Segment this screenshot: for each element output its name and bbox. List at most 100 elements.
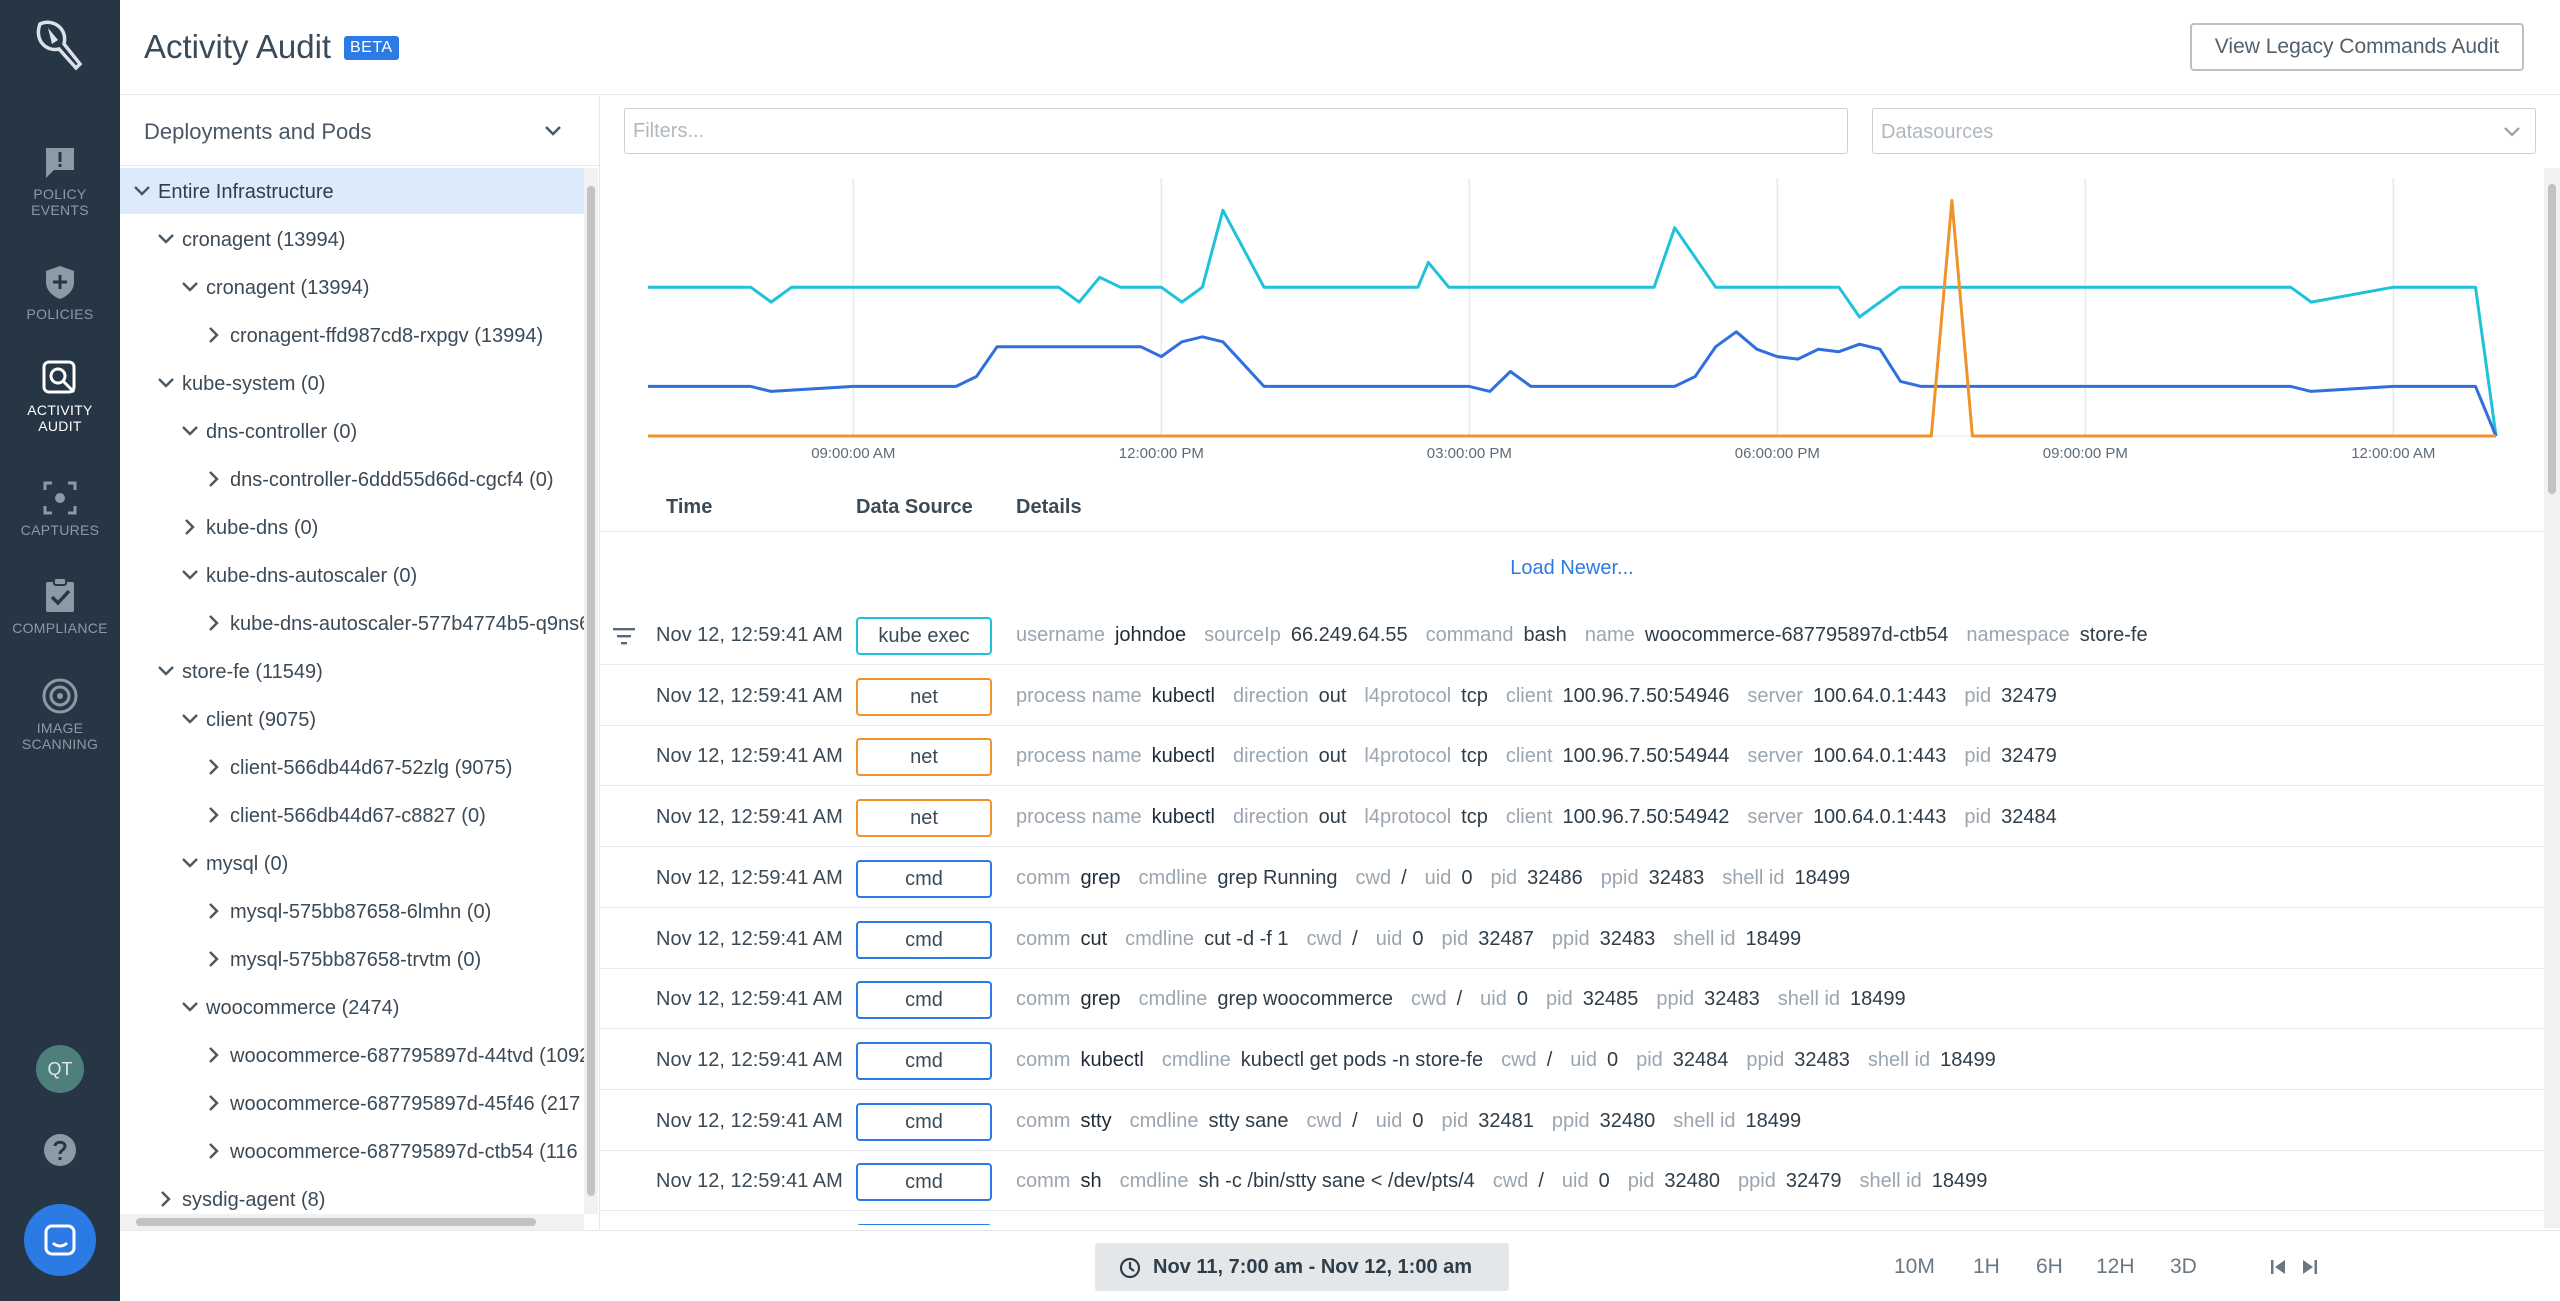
detail-value[interactable]: / [1401,867,1407,889]
chevron-down-icon[interactable] [156,661,176,681]
detail-value[interactable]: 100.96.7.50:54944 [1562,745,1730,767]
datasources-select[interactable]: Datasources [1872,108,2536,154]
table-row[interactable]: Nov 12, 12:59:41 AM kube exec username john… [600,605,2544,665]
filter-lines-icon[interactable] [612,625,636,647]
table-row[interactable]: Nov 12, 12:59:41 AM cmd comm grep cmdline gre… [600,848,2544,908]
tree-row[interactable]: Entire Infrastructure [120,168,586,214]
detail-value[interactable]: johndoe [1114,624,1187,646]
activity-chart-svg[interactable]: 09:00:00 AM 12:00:00 PM 03:00:00 PM 06:00:0… [600,168,2544,478]
chevron-down-icon[interactable] [156,229,176,249]
chevron-right-icon[interactable] [204,949,224,969]
detail-value[interactable]: kubectl [1151,685,1215,707]
tree-scope-dropdown[interactable]: Deployments and Pods [120,96,599,166]
chevron-right-icon[interactable] [204,1141,224,1161]
table-row[interactable]: Nov 12, 12:59:41 AM cmd comm grep cmdline gre… [600,969,2544,1029]
chevron-down-icon[interactable] [180,421,200,441]
tree-row[interactable]: woocommerce-687795897d-ctb54 (116 [120,1128,586,1174]
chevron-down-icon[interactable] [156,373,176,393]
activity-chart[interactable]: 09:00:00 AM 12:00:00 PM 03:00:00 PM 06:00:0… [600,168,2544,478]
table-row[interactable]: Nov 12, 12:59:41 AM net process name kubect… [600,787,2544,847]
detail-value[interactable]: / [1352,928,1358,950]
tree-row[interactable]: client (9075) [120,696,586,742]
nav-activity-audit[interactable]: ACTIVITY AUDIT [0,358,120,434]
detail-value[interactable]: 32484 [1672,1049,1729,1071]
data-source-badge[interactable]: net [856,678,992,716]
tree-row[interactable]: cronagent (13994) [120,216,586,262]
detail-value[interactable]: 32480 [1599,1110,1656,1132]
detail-value[interactable]: / [1352,1110,1358,1132]
table-row[interactable]: Nov 12, 12:59:41 AM cmd comm stty cmdline stt… [600,1091,2544,1151]
detail-value[interactable]: / [1546,1049,1553,1071]
tree-row[interactable]: mysql-575bb87658-trvtm (0) [120,936,586,982]
chevron-down-icon[interactable] [180,853,200,873]
detail-value[interactable]: 0 [1516,988,1528,1010]
chart-series-line-1[interactable] [648,330,2498,437]
detail-value[interactable]: out [1318,745,1347,767]
tree-horizontal-scrollbar[interactable] [120,1214,584,1230]
detail-value[interactable]: 0 [1412,1110,1424,1132]
detail-value[interactable]: 32480 [1664,1170,1721,1192]
chart-series-line-2[interactable] [648,198,2496,438]
detail-value[interactable]: 18499 [1931,1170,1988,1192]
detail-value[interactable]: kubectl [1080,1049,1144,1071]
data-source-badge[interactable]: cmd [856,1163,992,1201]
scrollbar-thumb[interactable] [2548,184,2556,494]
chat-launcher-button[interactable] [24,1204,96,1276]
tree-row[interactable]: mysql-575bb87658-6lmhn (0) [120,888,586,934]
detail-value[interactable]: 100.64.0.1:443 [1812,685,1947,707]
detail-value[interactable]: kubectl [1151,806,1215,828]
detail-value[interactable]: 0 [1412,928,1424,950]
detail-value[interactable]: sh -c /bin/stty sane < /dev/pts/4 [1198,1170,1475,1192]
detail-value[interactable]: 32483 [1648,867,1705,889]
detail-value[interactable]: out [1318,806,1347,828]
detail-value[interactable]: 100.96.7.50:54946 [1562,685,1730,707]
user-avatar[interactable]: QT [36,1045,84,1093]
data-source-badge[interactable]: kube exec [856,617,992,655]
detail-value[interactable]: 18499 [1794,867,1851,889]
nav-compliance[interactable]: COMPLIANCE [0,576,120,636]
detail-value[interactable]: cut [1080,928,1108,950]
detail-value[interactable]: grep [1080,988,1121,1010]
detail-value[interactable]: stty sane [1208,1110,1289,1132]
view-legacy-commands-audit-button[interactable]: View Legacy Commands Audit [2190,23,2524,71]
detail-value[interactable]: 32483 [1704,988,1760,1010]
tree-row[interactable]: sysdig-agent (8) [120,1176,586,1210]
table-row[interactable]: Nov 12, 12:59:41 AM cmd comm cut cmdline cut … [600,909,2544,969]
chevron-right-icon[interactable] [204,901,224,921]
chevron-right-icon[interactable] [204,1093,224,1113]
table-row[interactable]: Nov 12, 12:59:41 AM net process name kubect… [600,726,2544,786]
tree-row[interactable]: kube-system (0) [120,360,586,406]
detail-value[interactable]: 18499 [1850,988,1906,1010]
detail-value[interactable]: tcp [1461,685,1488,707]
zoom-6h-button[interactable]: 6H [2036,1255,2063,1278]
data-source-badge[interactable]: cmd [856,1042,992,1080]
chart-series-line-0[interactable] [648,208,2498,437]
detail-value[interactable]: cut -d -f 1 [1204,928,1289,950]
table-row[interactable]: Nov 12, 12:59:41 AM net process name kubect… [600,666,2544,726]
tree-row[interactable]: cronagent (13994) [120,264,586,310]
data-source-badge[interactable]: cmd [856,921,992,959]
data-source-badge[interactable]: net [856,799,992,837]
nav-policy-events[interactable]: POLICY EVENTS [0,142,120,218]
detail-value[interactable]: 18499 [1745,928,1802,950]
detail-value[interactable]: 18499 [1745,1110,1802,1132]
detail-value[interactable]: 32481 [1478,1110,1534,1132]
tree-row[interactable]: woocommerce-687795897d-45f46 (217 [120,1080,586,1126]
detail-value[interactable]: woocommerce-687795897d-ctb54 [1644,624,1949,646]
detail-value[interactable]: 32483 [1794,1049,1850,1071]
chevron-down-icon[interactable] [180,565,200,585]
chevron-right-icon[interactable] [204,613,224,633]
detail-value[interactable]: 100.64.0.1:443 [1812,806,1947,828]
nav-image-scanning[interactable]: IMAGE SCANNING [0,676,120,752]
tree-row[interactable]: mysql (0) [120,840,586,886]
tree-row[interactable]: dns-controller (0) [120,408,586,454]
chevron-down-icon[interactable] [132,181,152,201]
detail-value[interactable]: 32479 [2001,745,2057,767]
tree-row[interactable]: dns-controller-6ddd55d66d-cgcf4 (0) [120,456,586,502]
detail-value[interactable]: grep Running [1217,867,1338,889]
detail-value[interactable]: 32483 [1599,928,1656,950]
data-source-badge[interactable]: cmd [856,1103,992,1141]
detail-value[interactable]: 100.64.0.1:443 [1812,745,1947,767]
tree-row[interactable]: store-fe (11549) [120,648,586,694]
detail-value[interactable]: 100.96.7.50:54942 [1562,806,1730,828]
